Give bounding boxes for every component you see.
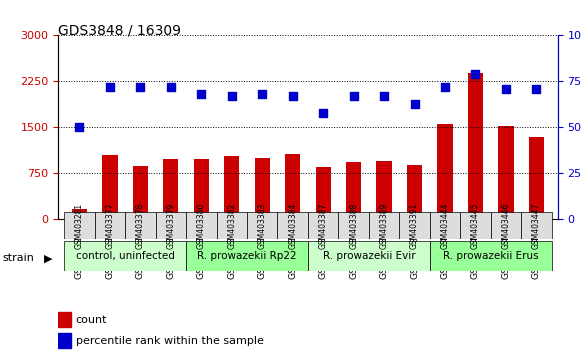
- Text: GSM403383: GSM403383: [258, 202, 267, 249]
- FancyBboxPatch shape: [125, 212, 156, 239]
- Text: control, uninfected: control, uninfected: [76, 251, 174, 261]
- FancyBboxPatch shape: [186, 241, 308, 271]
- FancyBboxPatch shape: [64, 212, 95, 239]
- Text: GSM403446: GSM403446: [501, 202, 511, 249]
- Bar: [132, 166, 148, 219]
- Text: ▶: ▶: [44, 253, 52, 263]
- Point: [75, 125, 84, 130]
- Point: [501, 86, 511, 92]
- Bar: [254, 158, 270, 219]
- Point: [288, 93, 297, 99]
- Text: GSM403382: GSM403382: [227, 202, 236, 249]
- Bar: [407, 165, 422, 219]
- Bar: [72, 209, 87, 219]
- Bar: [376, 161, 392, 219]
- Point: [166, 84, 175, 90]
- Point: [440, 84, 450, 90]
- Text: GSM403281: GSM403281: [75, 202, 84, 249]
- Point: [471, 71, 480, 77]
- FancyBboxPatch shape: [217, 212, 247, 239]
- Bar: [529, 137, 544, 219]
- FancyBboxPatch shape: [491, 212, 521, 239]
- Bar: [285, 154, 300, 219]
- FancyBboxPatch shape: [430, 212, 460, 239]
- Text: GSM403444: GSM403444: [440, 202, 450, 249]
- Bar: [163, 159, 178, 219]
- Text: count: count: [76, 315, 107, 325]
- Text: R. prowazekii Rp22: R. prowazekii Rp22: [197, 251, 297, 261]
- Text: percentile rank within the sample: percentile rank within the sample: [76, 336, 263, 346]
- Bar: [193, 159, 209, 219]
- FancyBboxPatch shape: [64, 241, 186, 271]
- FancyBboxPatch shape: [308, 241, 430, 271]
- Text: GSM403379: GSM403379: [166, 202, 175, 249]
- FancyBboxPatch shape: [338, 212, 369, 239]
- FancyBboxPatch shape: [369, 212, 399, 239]
- Bar: [224, 156, 239, 219]
- Text: GSM403447: GSM403447: [532, 202, 541, 249]
- Bar: [437, 124, 453, 219]
- Text: GDS3848 / 16309: GDS3848 / 16309: [58, 23, 181, 37]
- Point: [349, 93, 358, 99]
- Text: GSM403384: GSM403384: [288, 202, 297, 249]
- Text: GSM403389: GSM403389: [379, 202, 389, 249]
- Point: [136, 84, 145, 90]
- FancyBboxPatch shape: [247, 212, 278, 239]
- Text: R. prowazekii Evir: R. prowazekii Evir: [322, 251, 415, 261]
- Point: [105, 84, 114, 90]
- FancyBboxPatch shape: [308, 212, 338, 239]
- Point: [257, 91, 267, 97]
- Bar: [468, 73, 483, 219]
- FancyBboxPatch shape: [430, 241, 552, 271]
- Text: R. prowazekii Erus: R. prowazekii Erus: [443, 251, 539, 261]
- Point: [532, 86, 541, 92]
- Text: GSM403388: GSM403388: [349, 202, 358, 249]
- FancyBboxPatch shape: [156, 212, 186, 239]
- FancyBboxPatch shape: [186, 212, 217, 239]
- FancyBboxPatch shape: [95, 212, 125, 239]
- FancyBboxPatch shape: [399, 212, 430, 239]
- Bar: [58, 312, 71, 327]
- Text: strain: strain: [3, 253, 35, 263]
- Text: GSM403377: GSM403377: [105, 202, 114, 249]
- Bar: [58, 333, 71, 348]
- Text: GSM403387: GSM403387: [318, 202, 328, 249]
- Text: GSM403445: GSM403445: [471, 202, 480, 249]
- Text: GSM403378: GSM403378: [136, 202, 145, 249]
- FancyBboxPatch shape: [278, 212, 308, 239]
- Point: [410, 101, 419, 106]
- FancyBboxPatch shape: [521, 212, 552, 239]
- FancyBboxPatch shape: [460, 212, 491, 239]
- Bar: [346, 162, 361, 219]
- Point: [379, 93, 389, 99]
- Bar: [102, 155, 117, 219]
- Point: [318, 110, 328, 115]
- Bar: [315, 167, 331, 219]
- Text: GSM403380: GSM403380: [197, 202, 206, 249]
- Point: [227, 93, 236, 99]
- Text: GSM403391: GSM403391: [410, 202, 419, 249]
- Point: [196, 91, 206, 97]
- Bar: [498, 126, 514, 219]
